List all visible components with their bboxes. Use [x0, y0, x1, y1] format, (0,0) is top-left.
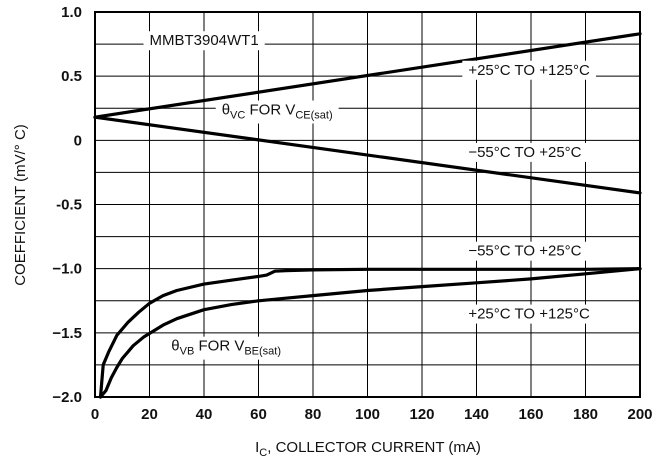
x-tick-label-6: 120 — [409, 406, 434, 423]
annotation-text-vc_lower: −55°C TO +25°C — [468, 144, 581, 161]
annotation-bg-vb_upper — [462, 241, 588, 261]
x-tick-label-5: 100 — [355, 406, 380, 423]
y-tick-label-6: 1.0 — [61, 4, 82, 21]
theta-vc-sub2: CE(sat) — [295, 110, 332, 122]
x-tick-label-7: 140 — [464, 406, 489, 423]
x-axis-label-main: I — [255, 439, 259, 456]
x-axis-label-sub: C — [259, 447, 267, 459]
annotations: MMBT3904WT1 +25°C TO +125°C −55°C TO +25°C… — [143, 31, 597, 324]
x-axis-label-rest: , COLLECTOR CURRENT (mA) — [267, 439, 481, 456]
y-axis-label: COEFFICIENT (mV/° C) — [12, 124, 29, 286]
theta-vb-sub2: BE(sat) — [244, 346, 281, 358]
series-line-1 — [93, 115, 642, 195]
annotation-bg-part — [143, 31, 265, 51]
annotation-part: MMBT3904WT1 — [143, 31, 265, 51]
annotation-text-vb_lower: +25°C TO +125°C — [468, 306, 590, 323]
annotation-vc_upper: +25°C TO +125°C — [462, 60, 597, 80]
y-tick-labels: −2.0 −1.5 −1.0 -0.5 0 0.5 1.0 — [52, 4, 82, 406]
theta-vc-label: θVC FOR VCE(sat) — [222, 102, 333, 122]
x-tick-label-0: 0 — [91, 406, 99, 423]
annotation-text-vb_upper: −55°C TO +25°C — [468, 243, 581, 260]
x-tick-label-8: 160 — [518, 406, 543, 423]
theta-vc-bg — [215, 100, 339, 124]
theta-vc-symbol: θ — [222, 102, 230, 119]
annotation-bg-vc_lower — [462, 142, 588, 162]
annotation-text-part: MMBT3904WT1 — [150, 32, 259, 49]
annotation-text-vc_upper: +25°C TO +125°C — [468, 62, 590, 79]
annotation-vb_upper: −55°C TO +25°C — [462, 241, 588, 261]
annotation-vc_lower: −55°C TO +25°C — [462, 142, 588, 162]
x-tick-label-3: 60 — [250, 406, 267, 423]
theta-vb-mid: FOR V — [194, 338, 244, 355]
theta-vc-sub1: VC — [230, 110, 245, 122]
annotation-bg-vb_lower — [462, 304, 597, 324]
theta-vb-symbol: θ — [171, 338, 179, 355]
x-tick-label-10: 200 — [627, 406, 652, 423]
y-tick-label-4: 0 — [74, 132, 82, 149]
theta-vc-mid: FOR V — [245, 102, 295, 119]
theta-vb-sub1: VB — [180, 346, 195, 358]
series-line-2 — [98, 267, 642, 399]
theta-vb-label: θVB FOR VBE(sat) — [171, 338, 281, 358]
x-tick-label-2: 40 — [196, 406, 213, 423]
y-tick-label-5: 0.5 — [61, 68, 82, 85]
series-line-3 — [98, 267, 642, 399]
plot-frame — [94, 11, 641, 398]
x-tick-label-4: 80 — [305, 406, 322, 423]
curves — [93, 32, 642, 399]
x-tick-labels: 0 20 40 60 80 100 120 140 160 180 200 — [91, 406, 653, 423]
annotation-vb_lower: +25°C TO +125°C — [462, 304, 597, 324]
x-tick-label-1: 20 — [141, 406, 158, 423]
series-line-0 — [93, 32, 642, 119]
x-axis-label: IC, COLLECTOR CURRENT (mA) — [255, 439, 481, 459]
annotation-bg-vc_upper — [462, 60, 597, 80]
y-tick-label-2: −1.0 — [52, 261, 82, 278]
y-tick-label-1: −1.5 — [52, 325, 82, 342]
x-tick-label-9: 180 — [573, 406, 598, 423]
y-tick-label-0: −2.0 — [52, 389, 82, 406]
theta-vb-bg — [165, 336, 288, 360]
y-tick-label-3: -0.5 — [56, 197, 82, 214]
